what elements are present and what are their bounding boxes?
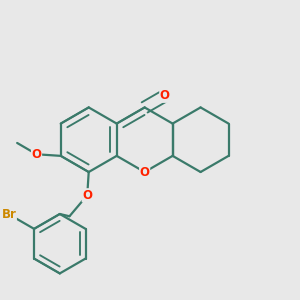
Text: O: O: [82, 189, 92, 202]
Text: Br: Br: [2, 208, 16, 221]
Text: O: O: [140, 166, 150, 178]
Text: O: O: [160, 89, 170, 102]
Text: O: O: [32, 148, 41, 161]
